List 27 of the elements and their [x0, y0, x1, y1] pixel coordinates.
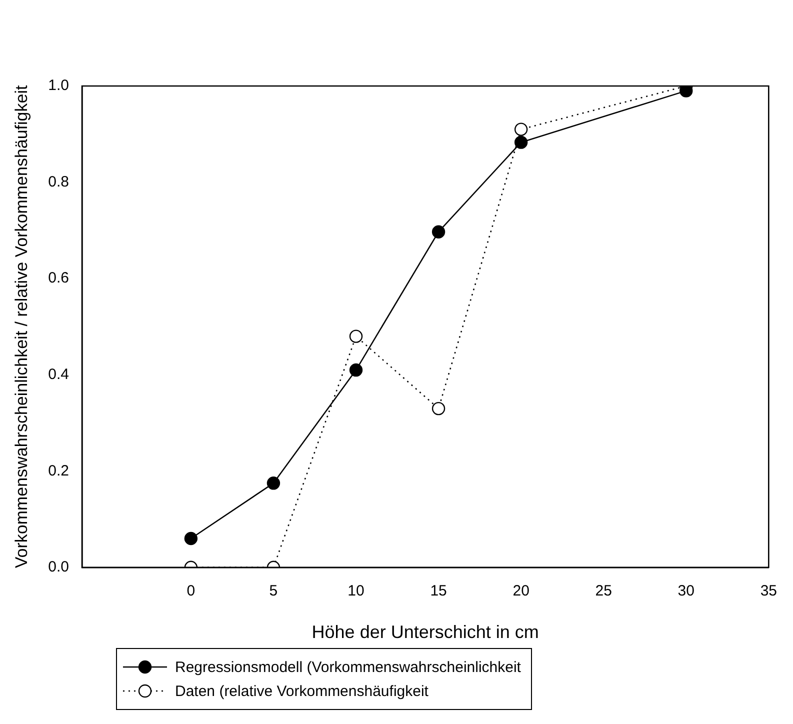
y-tick-label: 0.0 — [48, 558, 69, 576]
point — [680, 86, 693, 98]
y-tick-label: 0.6 — [48, 270, 69, 287]
point — [432, 225, 446, 238]
x-tick-label: 25 — [595, 582, 612, 600]
x-tick-label: 10 — [348, 582, 364, 600]
y-tick-label: 0.8 — [48, 173, 69, 190]
point — [514, 136, 528, 149]
x-tick-label: 35 — [760, 582, 777, 600]
x-tick-label: 30 — [678, 582, 694, 600]
y-tick-label: 0.2 — [48, 462, 69, 480]
x-tick-label: 20 — [512, 582, 530, 600]
point — [266, 476, 280, 490]
point — [349, 363, 363, 377]
x-tick-label: 15 — [430, 582, 447, 600]
y-tick-label: 1.0 — [48, 77, 69, 94]
point — [184, 532, 198, 546]
point — [432, 402, 446, 416]
x-axis-title: Höhe der Unterschicht in cm — [312, 622, 539, 642]
legend-label: Regressionsmodell (Vorkommenswahrscheinlichkeit — [175, 658, 521, 676]
point — [349, 330, 363, 343]
x-tick-label: 5 — [269, 582, 278, 600]
point — [514, 122, 528, 136]
x-tick-label: 0 — [186, 582, 196, 600]
legend-label: Daten (relative Vorkommenshäufigkeit — [175, 682, 428, 700]
y-tick-label: 0.4 — [48, 366, 69, 383]
y-axis-title: Vorkommenswahrscheinlichkeit / relative Vorkommenshäufigkeit — [12, 85, 31, 568]
